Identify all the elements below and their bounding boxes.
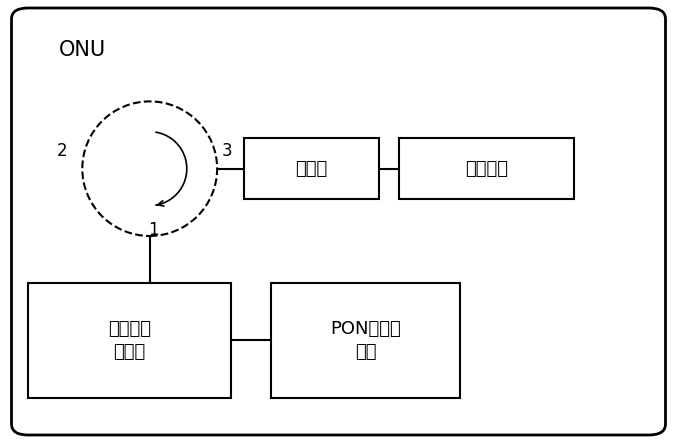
Text: ONU: ONU (59, 40, 106, 60)
FancyBboxPatch shape (12, 8, 665, 435)
Text: 上行可调
发射机: 上行可调 发射机 (108, 319, 151, 361)
Ellipse shape (83, 101, 217, 236)
Text: 2: 2 (57, 142, 68, 160)
Bar (399, 138, 575, 199)
Bar (244, 138, 379, 199)
Text: 射频模块: 射频模块 (465, 159, 508, 178)
Text: 接收机: 接收机 (295, 159, 328, 178)
Bar (28, 283, 231, 397)
Text: 1: 1 (148, 222, 158, 239)
Bar (271, 283, 460, 397)
Text: 3: 3 (222, 142, 233, 160)
Text: PON用户的
数据: PON用户的 数据 (330, 319, 401, 361)
